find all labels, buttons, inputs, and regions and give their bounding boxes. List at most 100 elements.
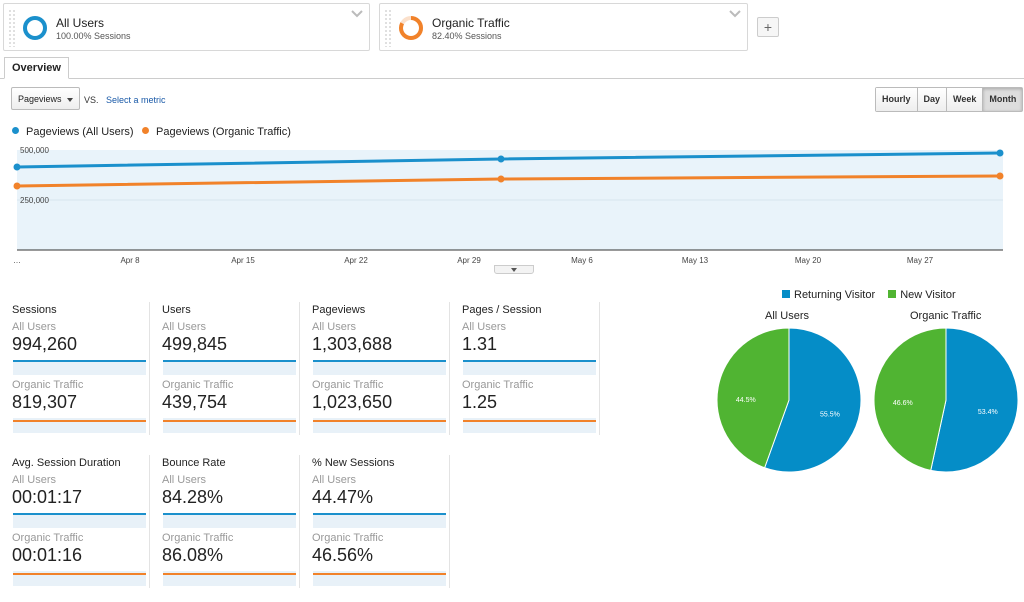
segment-label: Organic Traffic — [12, 532, 84, 544]
week-button[interactable]: Week — [947, 88, 984, 111]
day-button[interactable]: Day — [917, 88, 948, 111]
x-tick-label: May 6 — [571, 256, 593, 265]
chevron-down-icon — [67, 98, 73, 102]
sparkline — [313, 360, 446, 375]
segment-label: All Users — [462, 321, 507, 333]
metric-tile[interactable]: % New Sessions All Users 44.47% Organic Tra… — [300, 455, 450, 588]
legend-item-organic[interactable]: Pageviews (Organic Traffic) — [142, 126, 291, 138]
segment-label: All Users — [12, 474, 57, 486]
pie-slice-returning[interactable] — [930, 327, 1019, 473]
data-point[interactable] — [497, 155, 505, 163]
metric-value: 1.31 — [462, 334, 498, 354]
sparkline-line — [163, 420, 296, 422]
pie-label-new: 46.6% — [893, 400, 913, 407]
metric-value: 44.47% — [312, 487, 374, 507]
data-point[interactable] — [996, 149, 1004, 157]
select-metric-link[interactable]: Select a metric — [106, 95, 166, 105]
legend-label: Returning Visitor — [794, 289, 876, 301]
pie-label-returning: 53.4% — [978, 409, 998, 416]
segment-label: Organic Traffic — [312, 379, 384, 391]
segment-label: All Users — [162, 474, 207, 486]
segment-card-organic-traffic[interactable]: Organic Traffic 82.40% Sessions — [379, 3, 748, 51]
pie-slice-returning[interactable] — [763, 327, 862, 473]
metric-tile[interactable]: Pages / Session All Users 1.31 Organic Traf… — [450, 302, 600, 435]
sparkline — [313, 418, 446, 433]
legend-dot — [12, 127, 19, 134]
pageviews-line-chart: 500,000 250,000 … Apr 8 Apr 15 Apr 22 Apr 29 Ma… — [13, 146, 1004, 265]
sparkline-line — [313, 573, 446, 575]
data-point[interactable] — [497, 175, 505, 183]
sparkline-line — [313, 420, 446, 422]
tab-bar-divider — [0, 78, 1024, 79]
metric-tile[interactable]: Avg. Session Duration All Users 00:01:17 Or… — [0, 455, 150, 588]
pie-label-new: 44.5% — [736, 397, 756, 404]
segment-label: All Users — [162, 321, 207, 333]
sparkline — [313, 513, 446, 528]
x-tick-label: … — [13, 256, 21, 265]
drag-handle[interactable] — [8, 9, 16, 47]
legend-item-returning[interactable]: Returning Visitor — [782, 289, 875, 301]
month-button[interactable]: Month — [983, 88, 1023, 111]
chevron-down-icon[interactable] — [729, 9, 741, 19]
sparkline — [313, 571, 446, 586]
segment-name: Organic Traffic — [432, 16, 510, 30]
legend-dot — [142, 127, 149, 134]
chart-resize-handle[interactable] — [494, 265, 534, 274]
pie-label-returning: 55.5% — [820, 412, 840, 419]
metric-dropdown[interactable]: Pageviews — [11, 87, 80, 110]
metric-dropdown-value: Pageviews — [18, 94, 62, 104]
sparkline — [163, 360, 296, 375]
pie-title-all-users: All Users — [765, 310, 810, 322]
sparkline-line — [13, 420, 146, 422]
metric-tile[interactable]: Sessions All Users 994,260 Organic Traffic 8… — [0, 302, 150, 435]
pie-slice-new[interactable] — [873, 327, 947, 471]
legend-item-all-users[interactable]: Pageviews (All Users) — [12, 126, 134, 138]
segment-label: Organic Traffic — [162, 379, 234, 391]
data-point[interactable] — [996, 172, 1004, 180]
metric-tile[interactable]: Bounce Rate All Users 84.28% Organic Traffi… — [150, 455, 300, 588]
hourly-button[interactable]: Hourly — [876, 88, 918, 111]
metric-tile[interactable]: Users All Users 499,845 Organic Traffic 439,… — [150, 302, 300, 435]
chevron-down-icon[interactable] — [351, 9, 363, 19]
metric-title: % New Sessions — [312, 457, 395, 469]
sparkline — [13, 571, 146, 586]
sparkline-line — [13, 360, 146, 362]
data-point[interactable] — [13, 163, 21, 171]
drag-handle[interactable] — [384, 9, 392, 47]
legend-swatch — [888, 290, 897, 298]
chevron-down-icon — [511, 268, 517, 272]
pie-slice-new[interactable] — [716, 327, 790, 469]
sparkline — [463, 360, 596, 375]
pie-title-organic: Organic Traffic — [910, 310, 982, 322]
sparkline — [463, 418, 596, 433]
metric-value: 46.56% — [312, 545, 374, 565]
legend-swatch — [782, 290, 790, 298]
sparkline — [163, 418, 296, 433]
sparkline-line — [163, 573, 296, 575]
metric-title: Users — [162, 304, 191, 316]
sparkline-line — [313, 360, 446, 362]
metric-value: 1,303,688 — [312, 334, 393, 354]
legend-label: Pageviews (All Users) — [26, 126, 134, 138]
metric-value: 499,845 — [162, 334, 228, 354]
legend-item-new[interactable]: New Visitor — [888, 289, 956, 301]
pie-legend: Returning Visitor New Visitor — [782, 289, 956, 301]
add-segment-button[interactable]: + — [757, 17, 779, 37]
segment-sessions: 82.40% Sessions — [432, 31, 502, 41]
segment-label: Organic Traffic — [462, 379, 534, 391]
sparkline-line — [13, 573, 146, 575]
metric-value: 1,023,650 — [312, 392, 393, 412]
metric-value: 00:01:17 — [12, 487, 83, 507]
data-point[interactable] — [13, 182, 21, 190]
metric-title: Pages / Session — [462, 304, 542, 316]
metric-tile[interactable]: Pageviews All Users 1,303,688 Organic Traff… — [300, 302, 450, 435]
metric-value: 1.25 — [462, 392, 498, 412]
metric-title: Avg. Session Duration — [12, 457, 121, 469]
sparkline — [163, 513, 296, 528]
segment-sessions: 100.00% Sessions — [56, 31, 131, 41]
x-tick-label: Apr 29 — [457, 256, 481, 265]
sparkline — [13, 418, 146, 433]
segment-ring-icon — [23, 16, 47, 40]
segment-card-all-users[interactable]: All Users 100.00% Sessions — [3, 3, 370, 51]
tab-overview[interactable]: Overview — [4, 57, 69, 79]
